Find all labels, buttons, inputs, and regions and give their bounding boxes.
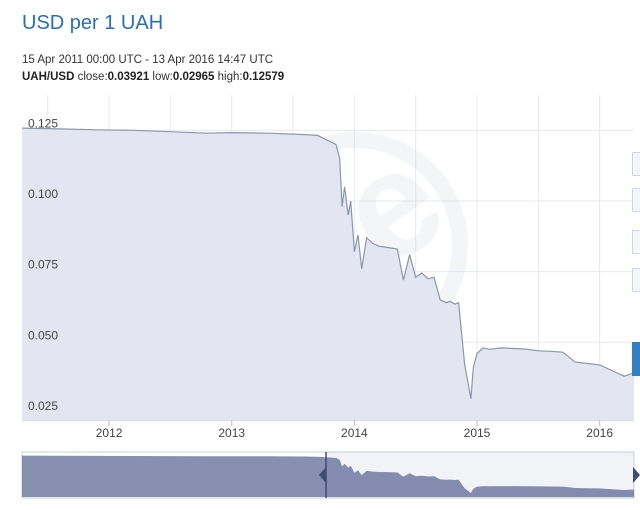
high-value: 0.12579 [242, 71, 285, 83]
side-toolbar-button-3[interactable] [632, 230, 640, 254]
navigator-selection[interactable] [326, 452, 634, 498]
chart-title: USD per 1 UAH [22, 12, 164, 34]
x-tick-label: 2013 [218, 426, 245, 440]
x-tick-label: 2015 [464, 426, 491, 440]
side-toolbar-button-2[interactable] [632, 188, 640, 212]
navigator-arrow-right-icon[interactable] [633, 467, 640, 483]
low-label: low: [152, 71, 173, 83]
navigator[interactable] [21, 451, 640, 499]
series-line [21, 127, 635, 399]
y-axis-ticks: 0.125 0.100 0.075 0.050 0.025 [28, 116, 58, 413]
high-label: high: [217, 71, 243, 83]
date-range: 15 Apr 2011 00:00 UTC - 13 Apr 2016 14:4… [22, 54, 274, 66]
side-toolbar-button-4[interactable] [632, 268, 640, 292]
x-tick-label: 2014 [341, 426, 368, 440]
series-area [22, 128, 634, 420]
navigator-arrow-left-icon[interactable] [319, 467, 326, 483]
close-label: close: [77, 71, 108, 83]
navigator-area [22, 455, 634, 497]
side-toolbar-button-active[interactable] [632, 342, 640, 376]
x-axis-ticks: 2012 2013 2014 2015 2016 [96, 420, 613, 440]
x-tick-label: 2016 [586, 426, 613, 440]
y-tick-label: 0.025 [28, 399, 58, 413]
stats-line: UAH/USD close:0.03921 low:0.02965 high:0… [22, 71, 284, 83]
y-tick-label: 0.100 [28, 187, 58, 201]
y-tick-label: 0.125 [28, 116, 58, 130]
close-value: 0.03921 [107, 71, 150, 83]
y-tick-label: 0.050 [28, 328, 58, 342]
side-toolbar-button-1[interactable] [632, 152, 640, 176]
low-value: 0.02965 [172, 71, 215, 83]
x-tick-label: 2012 [96, 426, 123, 440]
pair-label: UAH/USD [22, 71, 75, 83]
y-tick-label: 0.075 [28, 258, 58, 272]
